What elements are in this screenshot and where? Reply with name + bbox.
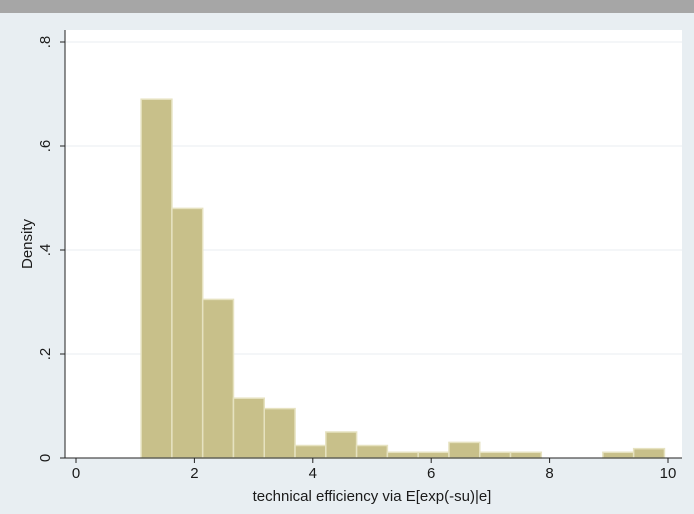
histogram-bar xyxy=(232,397,266,459)
histogram-bar xyxy=(509,451,543,459)
histogram-bar xyxy=(201,298,235,459)
histogram-bar xyxy=(325,431,358,459)
histogram-bar xyxy=(632,447,666,459)
x-axis-title: technical efficiency via E[exp(-su)|e] xyxy=(253,488,492,505)
y-tick-label: .8 xyxy=(37,36,54,49)
x-tick-label: 10 xyxy=(660,465,677,482)
y-tick-label: .6 xyxy=(37,140,54,153)
histogram-bars xyxy=(140,98,666,459)
histogram-bar xyxy=(417,451,450,459)
x-tick-label: 4 xyxy=(309,465,317,482)
y-axis-title: Density xyxy=(19,218,36,269)
y-tick-label: .4 xyxy=(37,244,54,257)
histogram-bar xyxy=(263,407,296,459)
x-tick-label: 6 xyxy=(427,465,435,482)
histogram-bar xyxy=(140,98,173,459)
histogram-bar xyxy=(478,451,512,459)
axes: 0 2 4 6 8 10 0 .2 .4 .6 .8 xyxy=(37,30,682,482)
x-tick-label: 8 xyxy=(545,465,553,482)
histogram-bar xyxy=(294,444,327,459)
histogram-bar xyxy=(171,207,204,459)
x-tick-label: 2 xyxy=(190,465,198,482)
y-tick-label: 0 xyxy=(37,454,54,462)
histogram-bar xyxy=(386,451,419,459)
x-tick-label: 0 xyxy=(72,465,80,482)
histogram-bar xyxy=(355,444,389,459)
y-tick-label: .2 xyxy=(37,348,54,361)
window-top-bar xyxy=(0,0,694,13)
histogram-bar xyxy=(448,441,481,459)
histogram-bar xyxy=(602,451,635,459)
